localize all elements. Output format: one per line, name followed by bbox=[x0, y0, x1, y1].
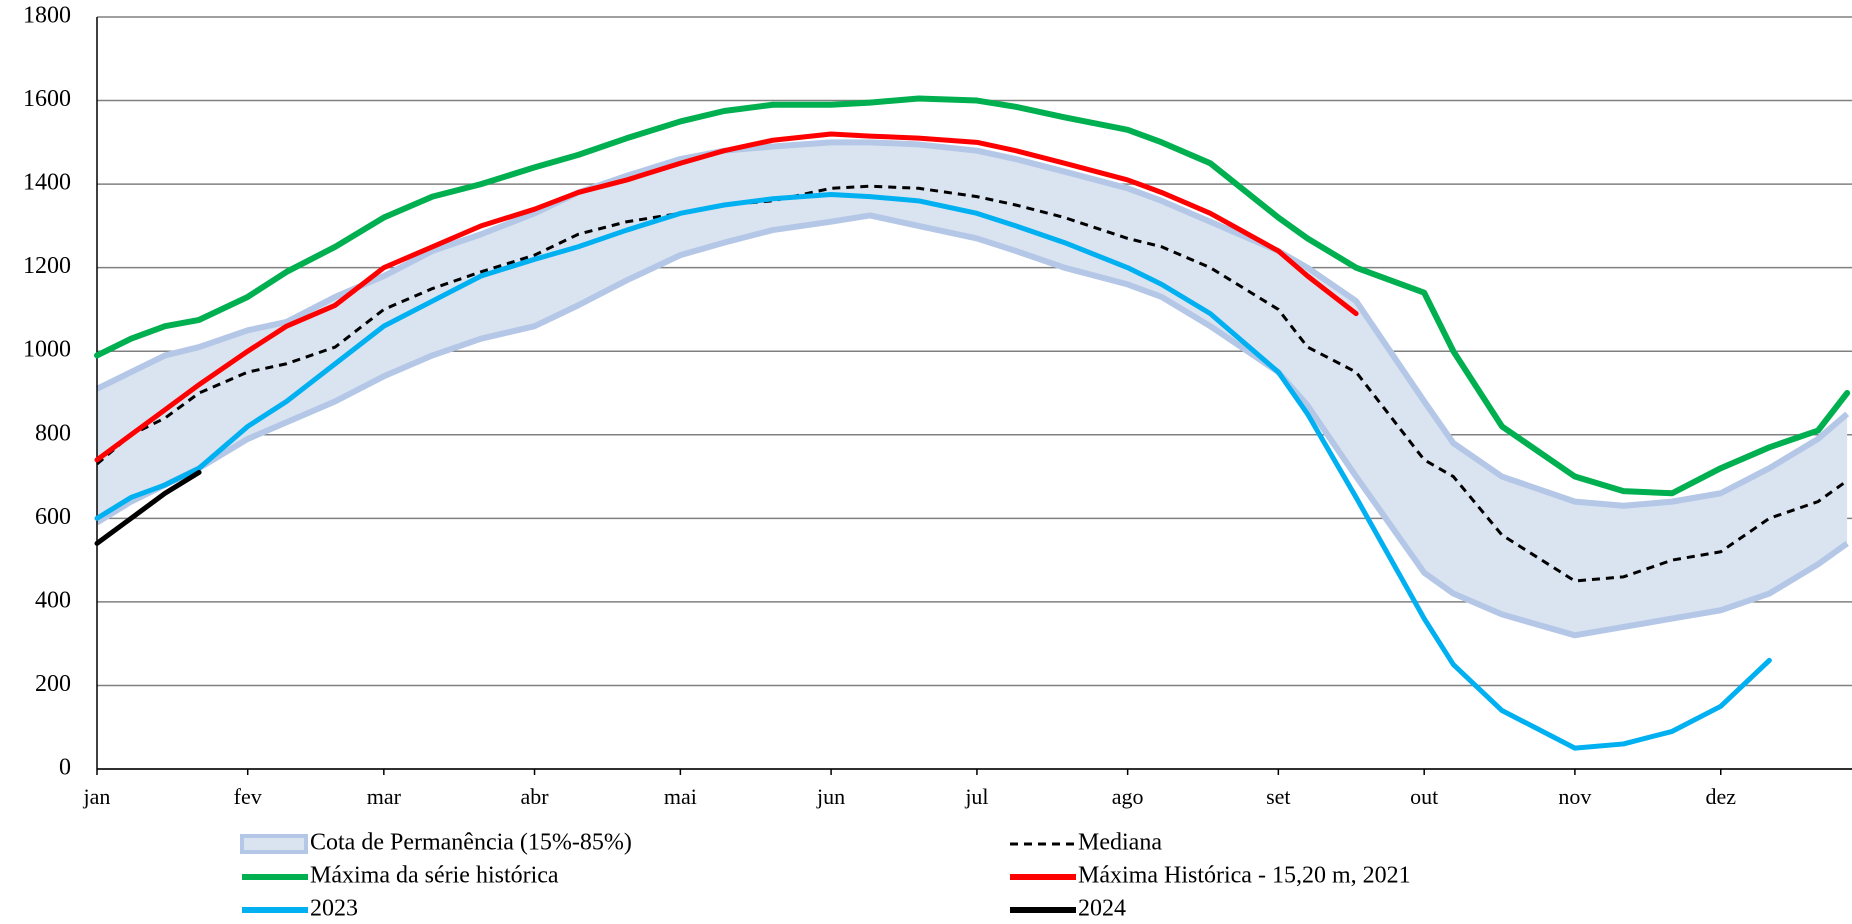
legend-label: Máxima Histórica - 15,20 m, 2021 bbox=[1078, 863, 1411, 889]
line-series bbox=[94, 95, 1851, 497]
band-edge bbox=[95, 139, 1850, 509]
y-tick-label: 600 bbox=[35, 504, 71, 530]
y-tick-label: 1200 bbox=[23, 253, 71, 279]
y-tick-label: 0 bbox=[59, 755, 71, 781]
y-tick-label: 1400 bbox=[23, 170, 71, 196]
legend-label: 2023 bbox=[310, 896, 358, 922]
y-tick-label: 800 bbox=[35, 420, 71, 446]
line-series bbox=[94, 192, 1772, 751]
band-area bbox=[97, 142, 1848, 636]
x-tick-label: mar bbox=[367, 784, 402, 809]
line-series bbox=[94, 469, 202, 546]
y-tick-label: 400 bbox=[35, 587, 71, 613]
legend-label: Cota de Permanência (15%-85%) bbox=[310, 830, 632, 856]
x-tick-label: jun bbox=[816, 784, 845, 809]
legend-swatch bbox=[240, 834, 308, 854]
x-tick-label: dez bbox=[1705, 784, 1736, 809]
x-tick-label: jan bbox=[83, 784, 111, 809]
x-tick-label: abr bbox=[520, 784, 549, 809]
y-tick-label: 1000 bbox=[23, 337, 71, 363]
x-tick-label: set bbox=[1266, 784, 1290, 809]
legend-label: 2024 bbox=[1078, 896, 1126, 922]
x-tick-label: nov bbox=[1558, 784, 1591, 809]
x-tick-label: fev bbox=[234, 784, 262, 809]
x-tick-label: ago bbox=[1112, 784, 1144, 809]
line-series bbox=[96, 184, 1849, 583]
line-series bbox=[94, 131, 1359, 463]
y-tick-label: 200 bbox=[35, 671, 71, 697]
y-tick-label: 1800 bbox=[23, 3, 71, 29]
x-tick-label: jul bbox=[964, 784, 988, 809]
legend-label: Máxima da série histórica bbox=[310, 863, 559, 889]
x-tick-label: mai bbox=[664, 784, 697, 809]
legend-label: Mediana bbox=[1078, 830, 1162, 856]
x-tick-label: out bbox=[1410, 784, 1438, 809]
y-tick-label: 1600 bbox=[23, 86, 71, 112]
band-edge bbox=[95, 212, 1849, 639]
